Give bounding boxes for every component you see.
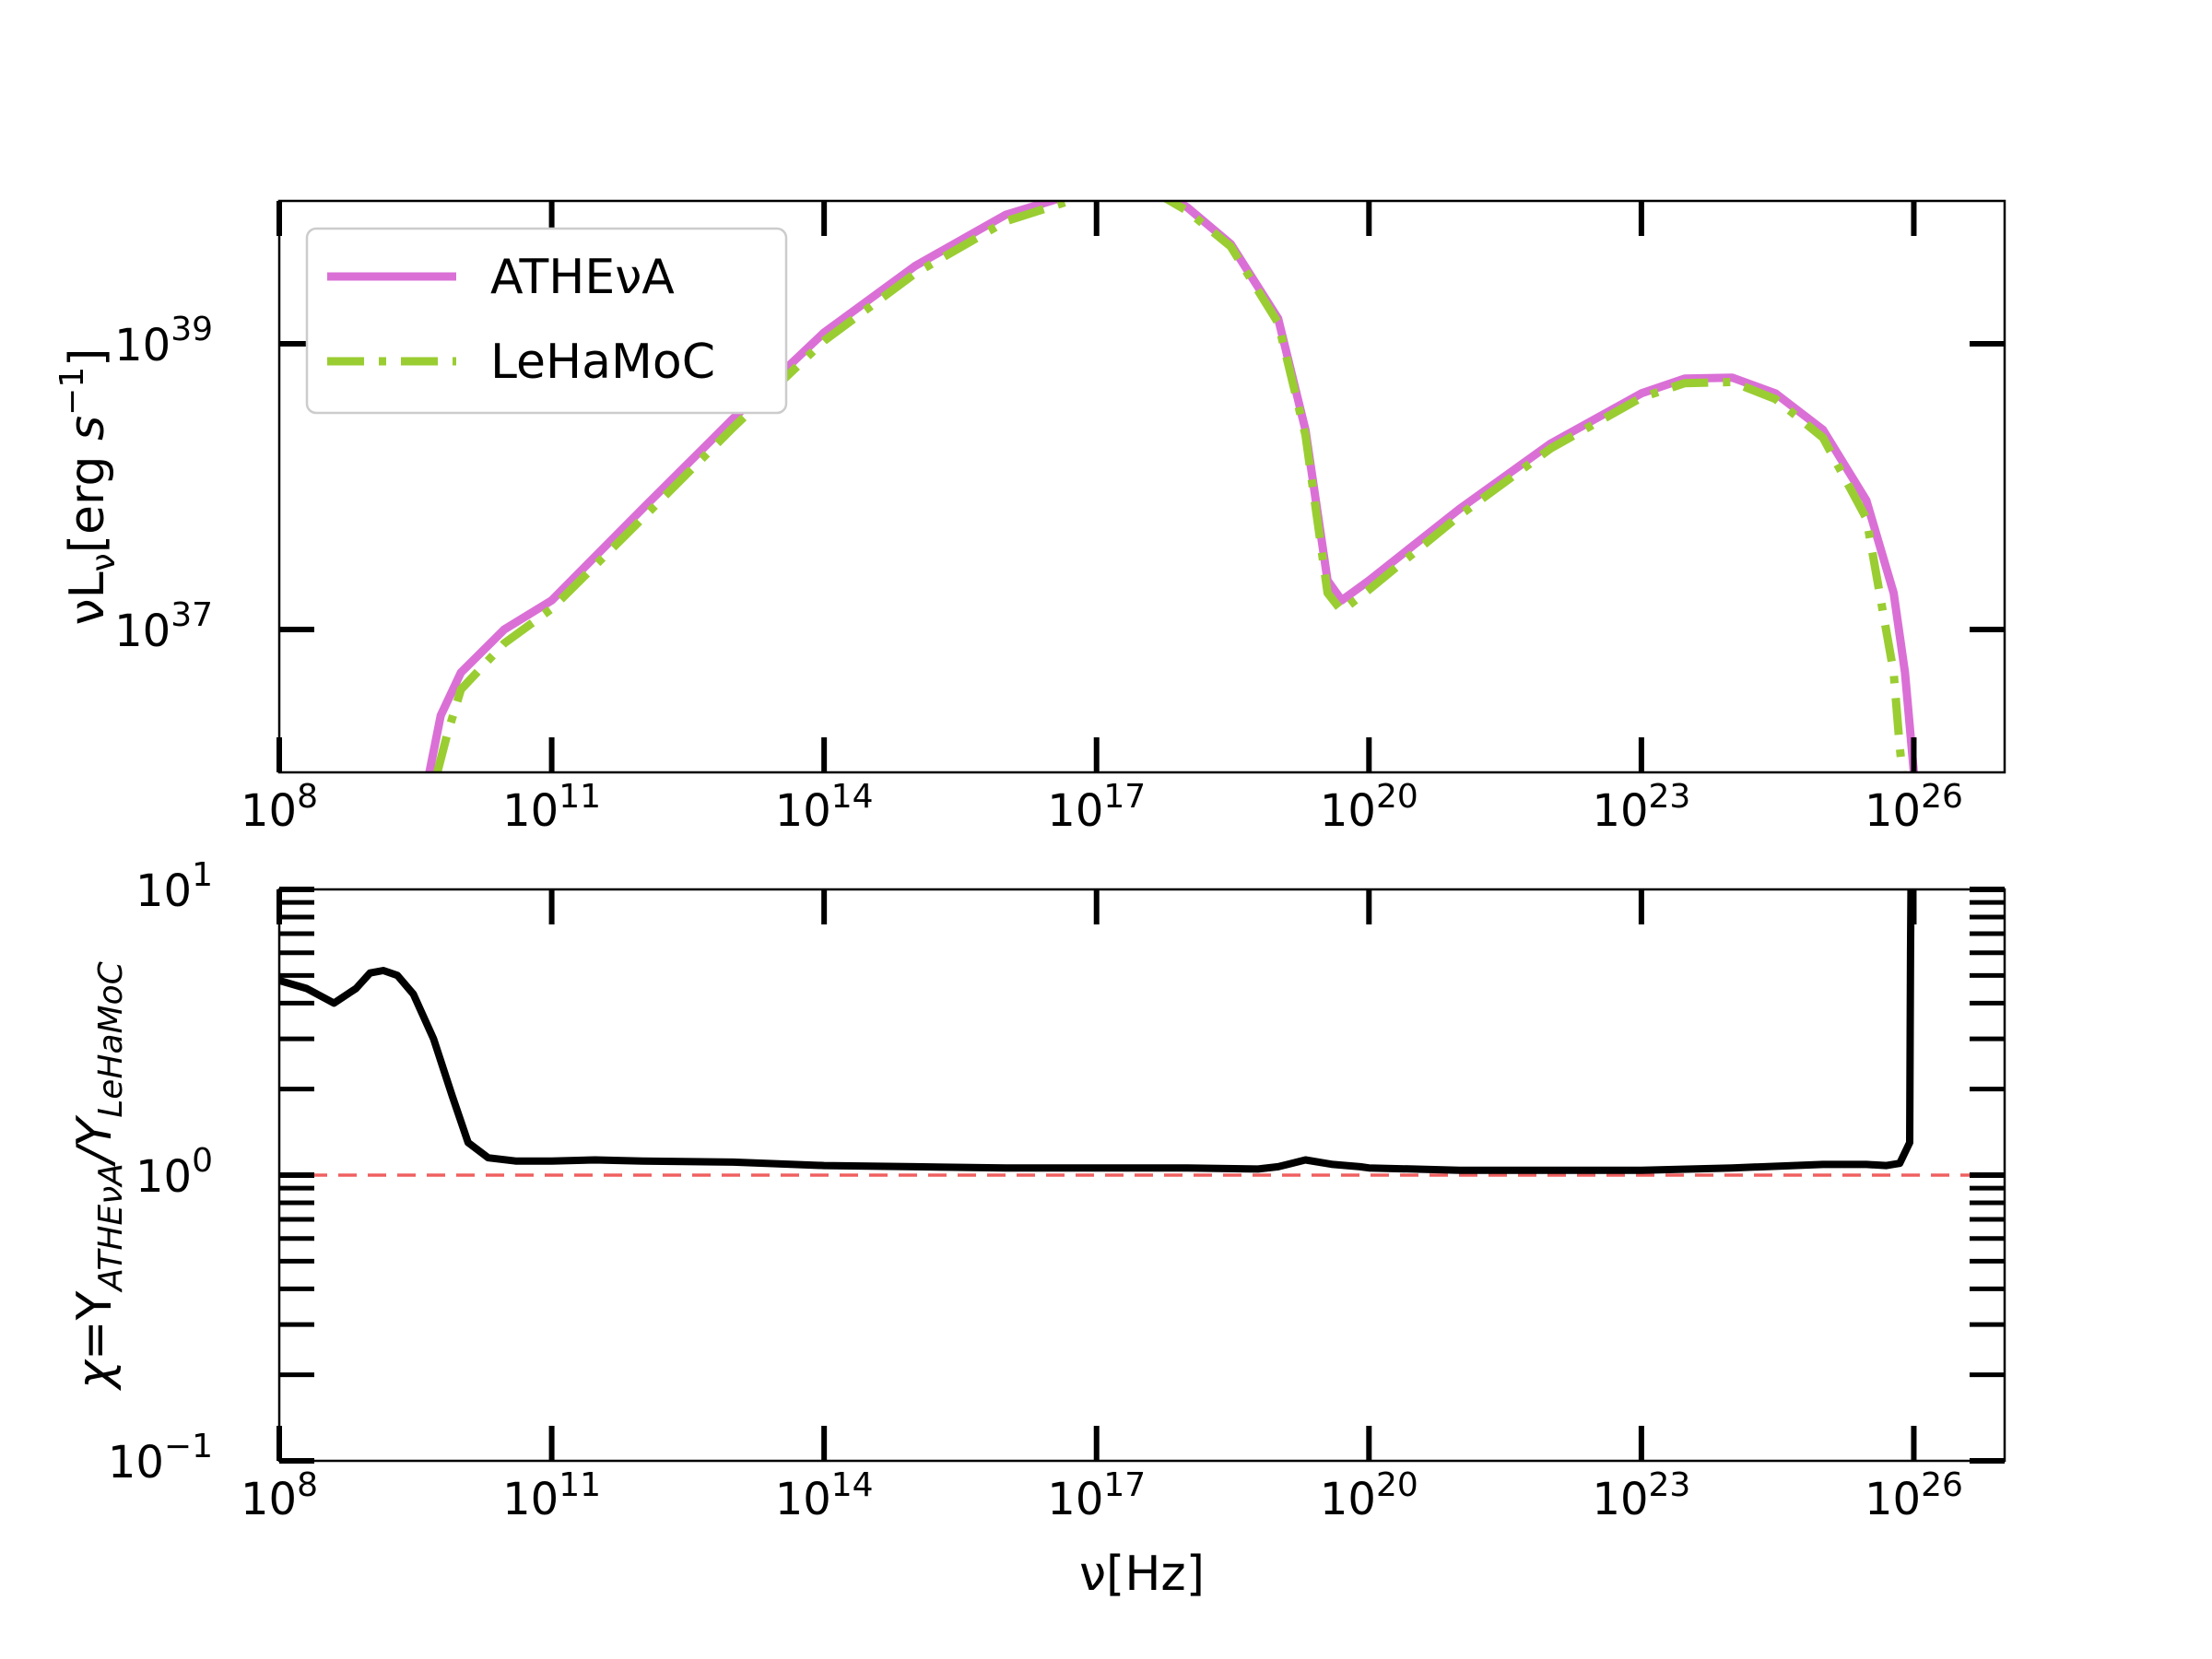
x-tick-label: 1014 [775, 778, 874, 837]
y-tick-label: 101 [135, 856, 213, 917]
x-tick-label: 1020 [1320, 778, 1418, 837]
bottom-x-axis-label: ν[Hz] [1079, 1547, 1205, 1602]
x-tick-label: 108 [241, 1466, 318, 1525]
x-tick-label: 108 [241, 778, 318, 837]
x-tick-label: 1020 [1320, 1466, 1418, 1525]
x-tick-label: 1023 [1592, 778, 1690, 837]
bottom-series-group [279, 889, 2005, 1177]
top-panel: 108 1011 1014 1017 1020 1023 1026 1037 1039 νLν… [53, 199, 2006, 837]
top-y-axis-label: νLν[erg s−1] [53, 348, 123, 626]
bottom-y-ticks: 10−1 100 101 [108, 856, 2005, 1488]
x-tick-label: 1026 [1865, 1466, 1963, 1525]
top-plot-frame [277, 199, 2006, 774]
top-series-group [425, 201, 1918, 772]
legend-label-athena: ATHEνA [490, 250, 675, 305]
x-tick-label: 1017 [1047, 1466, 1146, 1525]
series-line-ratio [279, 889, 1915, 1174]
x-tick-label: 1011 [502, 778, 601, 837]
legend: ATHEνA LeHaMoC [305, 227, 788, 415]
y-tick-label: 1037 [114, 596, 213, 657]
y-tick-label: 1039 [114, 311, 213, 371]
bottom-y-axis-label: χ=YATHEνA/YLeHaMoC [67, 960, 130, 1391]
y-tick-label: 10−1 [108, 1428, 213, 1488]
bottom-panel: 108 1011 1014 1017 1020 1023 1026 10−1 100 101 χ… [67, 856, 2006, 1602]
bottom-x-ticks: 108 1011 1014 1017 1020 1023 1026 [241, 889, 1963, 1525]
top-y-ticks: 1037 1039 [114, 311, 2005, 657]
x-tick-label: 1026 [1865, 778, 1963, 837]
series-line-lehamoc [433, 201, 1907, 772]
legend-label-lehamoc: LeHaMoC [490, 335, 715, 390]
x-tick-label: 1011 [502, 1466, 601, 1525]
x-tick-label: 1023 [1592, 1466, 1690, 1525]
top-x-ticks: 108 1011 1014 1017 1020 1023 1026 [241, 201, 1963, 837]
x-tick-label: 1014 [775, 1466, 874, 1525]
y-tick-label: 100 [135, 1142, 213, 1203]
x-tick-label: 1017 [1047, 778, 1146, 837]
